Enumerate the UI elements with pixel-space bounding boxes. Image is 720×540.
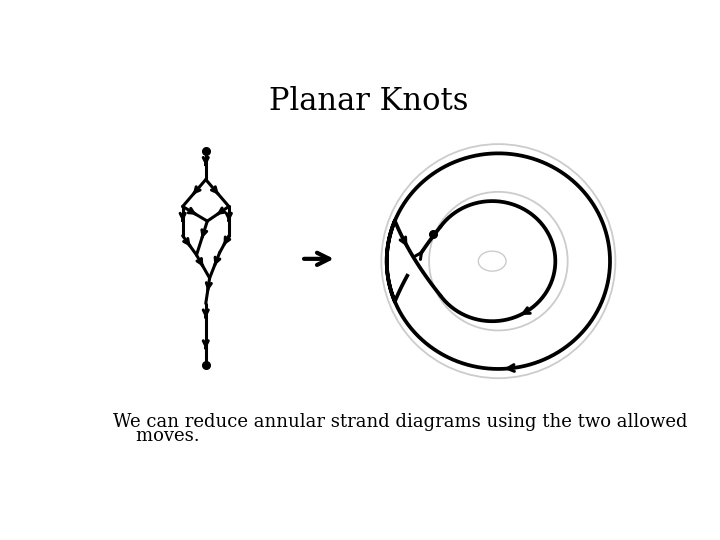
Text: Planar Knots: Planar Knots <box>269 85 469 117</box>
Text: moves.: moves. <box>113 427 200 445</box>
Text: We can reduce annular strand diagrams using the two allowed: We can reduce annular strand diagrams us… <box>113 413 688 431</box>
